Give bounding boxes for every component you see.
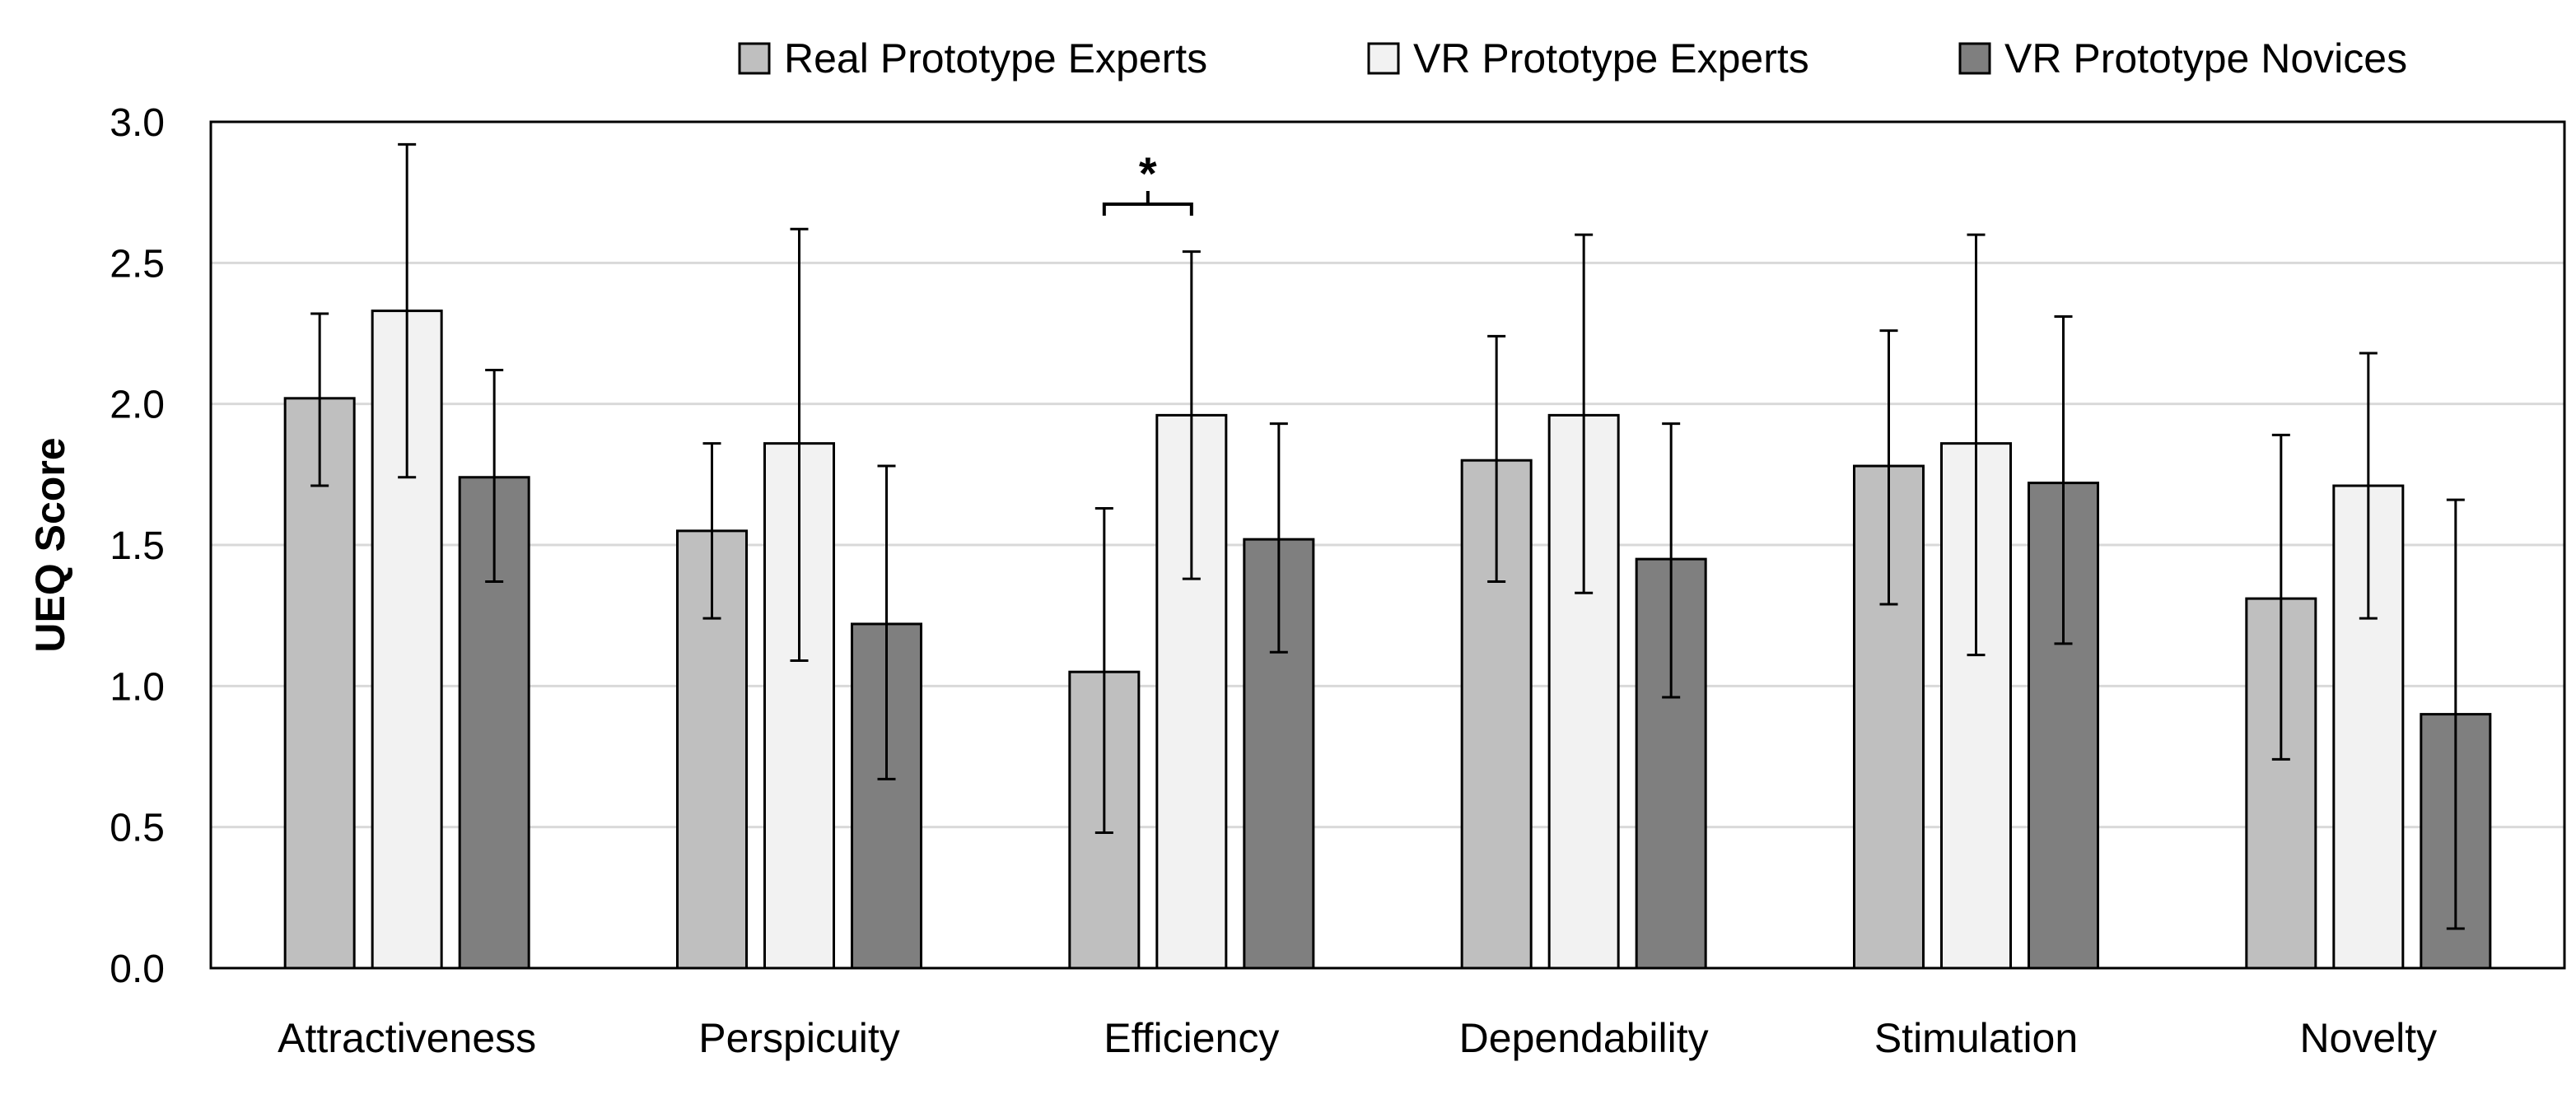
x-category-label: Perspicuity [698,1015,900,1061]
y-axis-title: UEQ Score [27,437,73,652]
y-tick-label: 2.5 [110,242,165,286]
annotations: * [1102,147,1193,216]
legend-label-series-0: Real Prototype Experts [784,35,1207,81]
significance-bracket [1102,203,1193,216]
legend: Real Prototype Experts VR Prototype Exper… [738,35,2407,81]
x-category-label: Attractiveness [278,1015,536,1061]
legend-swatch-series-1 [1367,42,1400,75]
legend-swatch-series-0 [738,42,771,75]
significance-star: * [1139,147,1157,199]
bars [283,310,2492,970]
legend-label-series-1: VR Prototype Experts [1413,35,1809,81]
x-axis-categories: Attractiveness Perspicuity Efficiency Depen… [278,1015,2437,1061]
bar-attractiveness-series-0 [283,397,356,970]
legend-swatch-series-2 [1958,42,1991,75]
error-bars [310,142,2465,930]
y-tick-label: 1.0 [110,665,165,709]
plot-area-frame [209,120,2566,970]
y-tick-label: 0.5 [110,807,165,850]
y-tick-label: 1.5 [110,524,165,568]
x-category-label: Efficiency [1104,1015,1279,1061]
x-category-label: Stimulation [1874,1015,2078,1061]
y-tick-label: 3.0 [110,101,165,145]
legend-label-series-2: VR Prototype Novices [2004,35,2407,81]
gridlines [211,261,2564,829]
y-tick-label: 0.0 [110,948,165,991]
x-category-label: Novelty [2299,1015,2437,1061]
x-category-label: Dependability [1459,1015,1709,1061]
y-axis-ticks: 0.0 0.5 1.0 1.5 2.0 2.5 3.0 [110,101,165,991]
y-tick-label: 2.0 [110,384,165,427]
